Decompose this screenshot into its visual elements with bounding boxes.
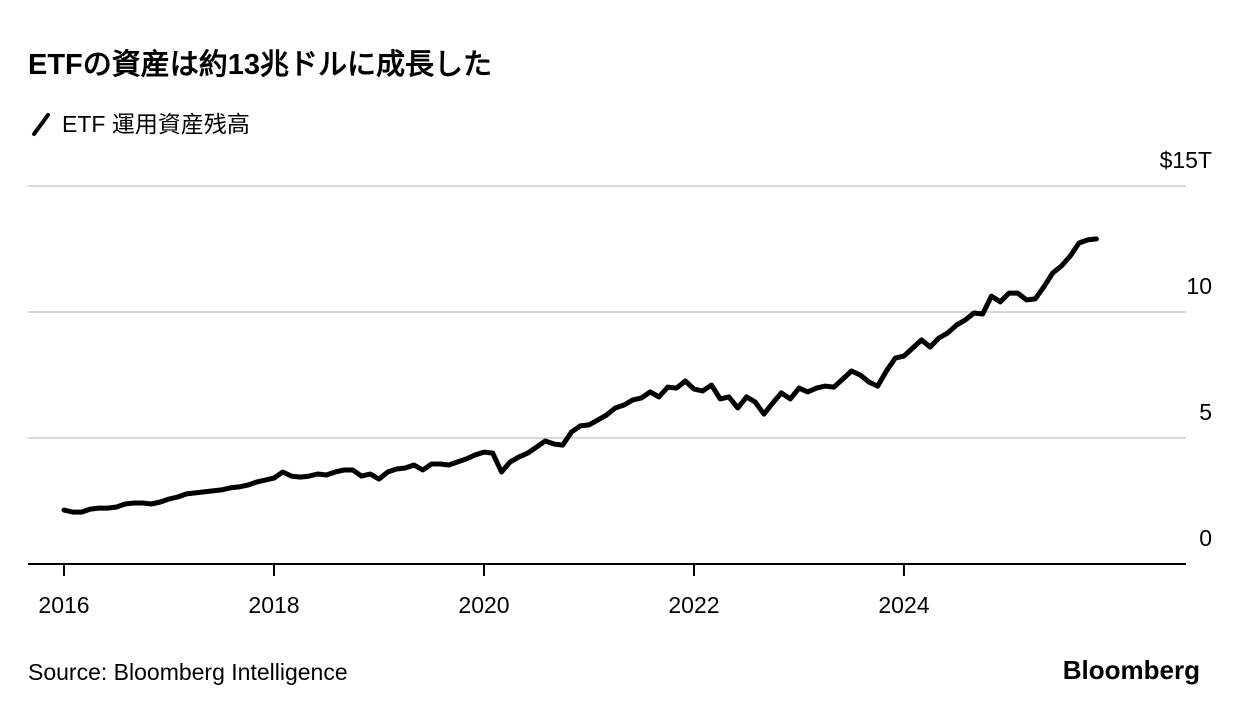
data-line (61, 236, 1099, 515)
x-tick-label: 2024 (878, 592, 929, 618)
brand-logo: Bloomberg (1063, 655, 1200, 685)
chart-title: ETFの資産は約13兆ドルに成長した (28, 47, 492, 81)
x-tick-label: 2018 (248, 592, 299, 618)
y-tick-label: 10 (1186, 273, 1212, 299)
y-tick-label: $15T (1160, 147, 1212, 173)
legend-swatch (32, 113, 50, 136)
x-tick-label: 2020 (458, 592, 509, 618)
x-tick-label: 2016 (38, 592, 89, 618)
source: Source: Bloomberg Intelligence (28, 659, 348, 685)
y-tick-label: 5 (1199, 399, 1212, 425)
y-tick-label: 0 (1199, 525, 1212, 551)
x-tick-label: 2022 (668, 592, 719, 618)
legend-label: ETF 運用資産残高 (62, 111, 250, 137)
